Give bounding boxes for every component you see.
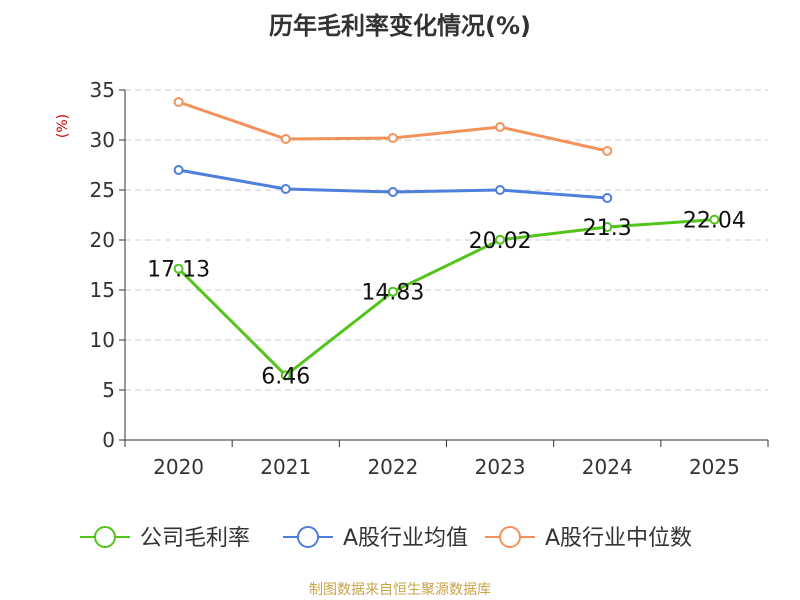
data-label: 6.46 [261,364,310,389]
data-point [602,193,613,203]
y-tick-label: 0 [102,428,115,452]
data-point [173,263,184,274]
chart-title: 历年毛利率变化情况(%) [269,12,531,40]
y-tick-label: 20 [90,228,115,252]
y-axis-unit-label: (%) [55,114,71,138]
legend-label: 公司毛利率 [140,526,250,551]
data-label: 22.04 [683,209,746,234]
data-point [280,370,291,381]
x-tick-label: 2025 [689,455,740,479]
data-label: 20.02 [469,229,532,254]
data-point [387,187,398,197]
gridlines [125,89,768,391]
y-tick-label: 30 [90,128,115,152]
source-note: 制图数据来自恒生聚源数据库 [309,582,491,598]
y-tick-label: 15 [90,278,115,302]
legend-marker [499,526,521,548]
data-labels: 17.13 6.46 14.83 20.02 21.3 22.04 [147,209,746,390]
data-point [495,185,506,195]
legend-marker [297,526,319,548]
data-label: 21.3 [583,216,632,241]
legend-marker [94,526,116,548]
data-point [387,133,398,143]
data-point [495,122,506,132]
data-label: 17.13 [147,258,210,283]
y-tick-label: 5 [102,378,115,402]
data-point [709,214,720,225]
series-lines [173,97,720,381]
data-point [602,146,613,156]
data-point [173,97,184,107]
legend: 公司毛利率 A股行业均值 A股行业中位数 [80,526,692,551]
data-label: 14.83 [361,281,424,306]
legend-label: A股行业中位数 [545,526,692,551]
series-line [177,218,715,377]
data-point [495,234,506,245]
series-line [178,100,608,153]
x-tick-label: 2023 [475,455,526,479]
y-tick-label: 25 [90,178,115,202]
x-tick-label: 2021 [260,455,311,479]
data-point [173,165,184,175]
data-point [387,286,398,297]
x-tick-label: 2020 [153,455,204,479]
legend-label: A股行业均值 [343,526,468,551]
y-tick-label: 35 [90,78,115,102]
data-point [280,134,291,144]
x-tick-label: 2024 [582,455,633,479]
y-tick-label: 10 [90,328,115,352]
x-tick-label: 2022 [367,455,418,479]
data-point [602,222,613,232]
data-point [280,184,291,194]
